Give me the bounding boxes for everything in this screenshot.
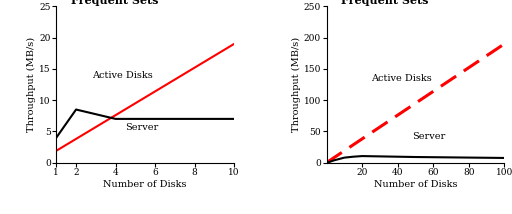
Text: Server: Server	[125, 123, 159, 132]
Text: Active Disks: Active Disks	[371, 74, 432, 83]
Text: Frequent Sets: Frequent Sets	[341, 0, 428, 6]
Y-axis label: Throughput (MB/s): Throughput (MB/s)	[27, 37, 36, 132]
Text: Frequent Sets: Frequent Sets	[71, 0, 158, 6]
Text: Server: Server	[412, 132, 445, 141]
X-axis label: Number of Disks: Number of Disks	[103, 180, 187, 189]
Y-axis label: Throughput (MB/s): Throughput (MB/s)	[292, 37, 301, 132]
X-axis label: Number of Disks: Number of Disks	[374, 180, 457, 189]
Text: Active Disks: Active Disks	[92, 71, 153, 80]
